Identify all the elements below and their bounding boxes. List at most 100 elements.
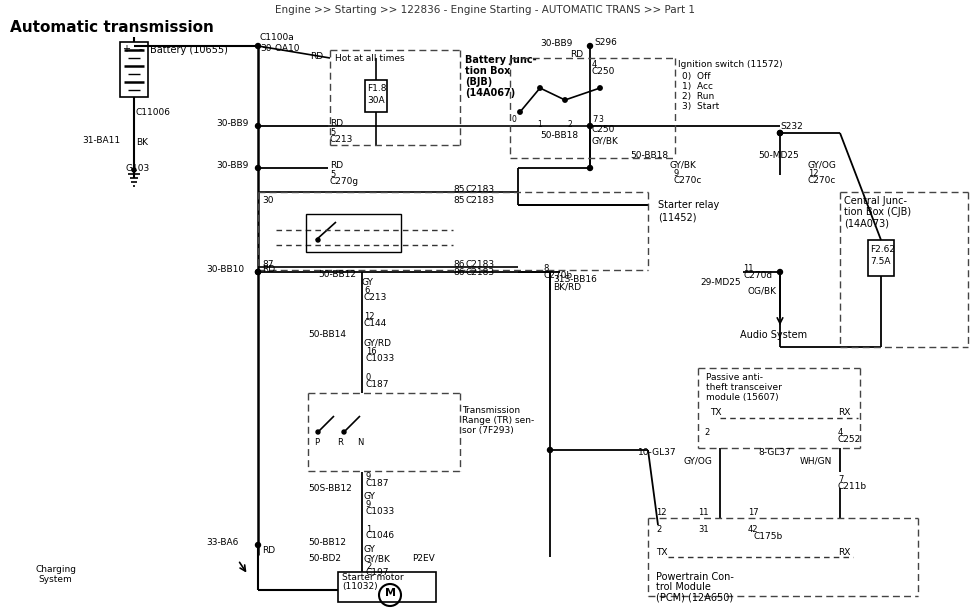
- Text: (14A073): (14A073): [844, 218, 889, 228]
- Text: C213: C213: [364, 293, 387, 302]
- Circle shape: [598, 86, 602, 90]
- Text: 31-BA11: 31-BA11: [82, 136, 120, 145]
- Text: 8-GL37: 8-GL37: [758, 448, 790, 457]
- Text: 5: 5: [330, 128, 335, 137]
- Text: GY/OG: GY/OG: [808, 160, 837, 169]
- Text: 1)  Acc: 1) Acc: [682, 82, 713, 91]
- Text: Engine >> Starting >> 122836 - Engine Starting - AUTOMATIC TRANS >> Part 1: Engine >> Starting >> 122836 - Engine St…: [275, 5, 695, 15]
- Bar: [120, 42, 148, 97]
- Text: 87: 87: [262, 260, 274, 269]
- Text: 33-BA6: 33-BA6: [206, 538, 238, 547]
- Text: 50S-BB12: 50S-BB12: [308, 484, 352, 493]
- Text: 2)  Run: 2) Run: [682, 92, 715, 101]
- Text: C144: C144: [364, 319, 387, 328]
- Text: C270d: C270d: [743, 271, 772, 280]
- Text: 17: 17: [748, 508, 758, 517]
- Text: F2.62: F2.62: [870, 245, 895, 254]
- Circle shape: [255, 124, 260, 128]
- Text: G103: G103: [125, 164, 150, 173]
- Text: tion Box (CJB): tion Box (CJB): [844, 207, 911, 217]
- Text: 10-GL37: 10-GL37: [638, 448, 677, 457]
- Text: GY: GY: [362, 278, 374, 287]
- Text: Charging: Charging: [35, 565, 76, 574]
- Text: C187: C187: [366, 380, 389, 389]
- Text: 9: 9: [366, 500, 371, 509]
- Text: 42: 42: [748, 525, 758, 534]
- Text: Central Junc-: Central Junc-: [844, 196, 907, 206]
- Text: M: M: [385, 588, 396, 598]
- Text: C252: C252: [838, 435, 861, 444]
- Text: 31: 31: [698, 525, 709, 534]
- Text: 30-OA10: 30-OA10: [260, 44, 299, 53]
- Text: TX: TX: [710, 408, 721, 417]
- Circle shape: [587, 43, 592, 49]
- Text: theft transceiver: theft transceiver: [706, 383, 782, 392]
- Text: 4: 4: [592, 60, 597, 69]
- Text: tion Box: tion Box: [465, 66, 511, 76]
- Circle shape: [587, 124, 592, 128]
- Text: 30-BB9: 30-BB9: [540, 39, 572, 48]
- Text: C187: C187: [366, 479, 389, 488]
- Circle shape: [255, 270, 260, 275]
- Text: 30-BB10: 30-BB10: [206, 265, 244, 274]
- Text: 12: 12: [656, 508, 666, 517]
- Text: (PCM) (12A650): (PCM) (12A650): [656, 592, 733, 602]
- Text: Hot at all times: Hot at all times: [335, 54, 405, 63]
- Text: 0: 0: [512, 115, 517, 124]
- Circle shape: [255, 166, 260, 171]
- Text: 50-BD2: 50-BD2: [308, 554, 341, 563]
- Text: 31S-BB16: 31S-BB16: [553, 275, 597, 284]
- Text: 12: 12: [364, 312, 375, 321]
- Circle shape: [538, 86, 542, 90]
- Text: +: +: [122, 44, 130, 54]
- Text: 2: 2: [366, 562, 371, 571]
- Circle shape: [132, 168, 136, 172]
- Text: 9: 9: [366, 472, 371, 481]
- Text: 30-BB9: 30-BB9: [216, 161, 249, 170]
- Text: 30-BB9: 30-BB9: [216, 119, 249, 128]
- Text: RX: RX: [838, 408, 851, 417]
- Text: 6: 6: [364, 286, 369, 295]
- Circle shape: [255, 543, 260, 547]
- Text: 50-BB18: 50-BB18: [630, 151, 668, 160]
- Text: (14A067): (14A067): [465, 88, 516, 98]
- Text: Automatic transmission: Automatic transmission: [10, 20, 214, 35]
- Bar: [306, 214, 401, 252]
- Text: C270c: C270c: [808, 176, 836, 185]
- Text: P: P: [314, 438, 319, 447]
- Text: 50-BB12: 50-BB12: [308, 538, 346, 547]
- Text: GY: GY: [364, 545, 376, 554]
- Text: 85: 85: [453, 196, 464, 205]
- Circle shape: [563, 98, 567, 102]
- Text: OG/BK: OG/BK: [748, 286, 777, 295]
- Text: S232: S232: [780, 122, 803, 131]
- Text: Powertrain Con-: Powertrain Con-: [656, 572, 734, 582]
- Text: C250: C250: [592, 67, 616, 76]
- Text: 50-MD25: 50-MD25: [758, 151, 799, 160]
- Text: 12: 12: [808, 169, 819, 178]
- Text: GY/RD: GY/RD: [364, 338, 392, 347]
- Text: Transmission: Transmission: [462, 406, 520, 415]
- Text: S296: S296: [594, 38, 617, 47]
- Circle shape: [255, 43, 260, 49]
- Text: GY/OG: GY/OG: [684, 456, 713, 465]
- Text: Starter motor: Starter motor: [342, 573, 404, 582]
- Text: N: N: [357, 438, 363, 447]
- Text: Audio System: Audio System: [740, 330, 807, 340]
- Text: 1: 1: [366, 525, 371, 534]
- Text: 0)  Off: 0) Off: [682, 72, 711, 81]
- Text: 7: 7: [592, 115, 597, 124]
- Text: F1.8: F1.8: [367, 84, 386, 93]
- Text: 3: 3: [598, 115, 603, 124]
- Text: 50-BB14: 50-BB14: [308, 330, 346, 339]
- Text: 2: 2: [704, 428, 709, 437]
- Circle shape: [778, 130, 783, 135]
- Text: RD: RD: [262, 265, 275, 274]
- Text: 85: 85: [453, 185, 464, 194]
- Circle shape: [518, 110, 522, 114]
- Circle shape: [587, 166, 592, 171]
- Text: RX: RX: [838, 548, 851, 557]
- Text: TX: TX: [656, 548, 667, 557]
- Text: Passive anti-: Passive anti-: [706, 373, 763, 382]
- Text: R: R: [337, 438, 343, 447]
